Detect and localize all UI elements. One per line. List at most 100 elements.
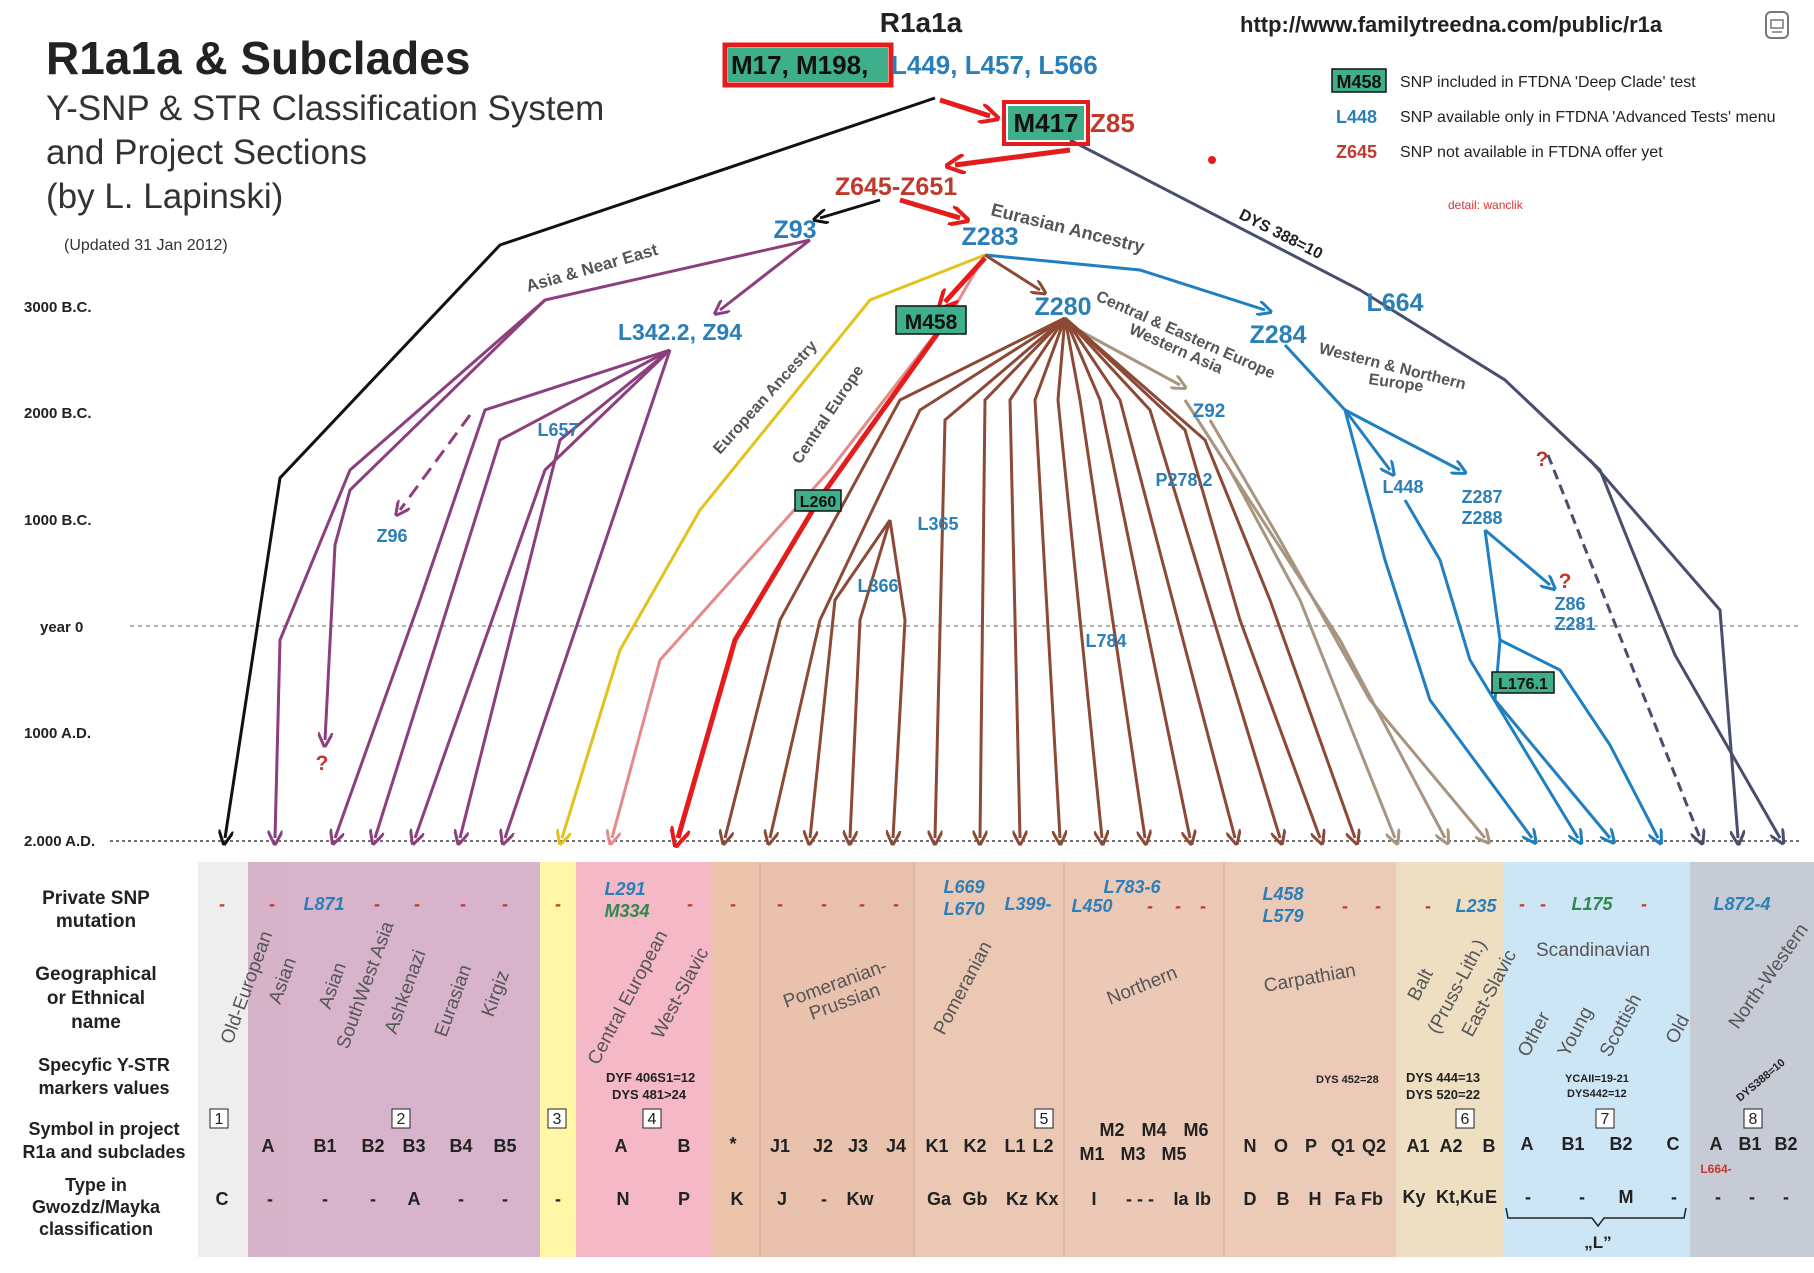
type: I xyxy=(1091,1189,1096,1209)
snp-dash: - xyxy=(1540,894,1546,914)
symbol: A xyxy=(1521,1134,1534,1154)
fan-14 xyxy=(1063,316,1320,838)
node-l657: L657 xyxy=(537,420,578,440)
m417-red-frame xyxy=(1002,100,1090,146)
red-z645-to-z283 xyxy=(899,197,960,218)
snp-dash: - xyxy=(730,894,736,914)
branch-z283-to-z280 xyxy=(984,253,1040,290)
type: Ib xyxy=(1195,1189,1211,1209)
branch-z96 xyxy=(400,414,472,510)
column-section8 xyxy=(1690,862,1814,1257)
type: - xyxy=(322,1189,328,1209)
node-z284: Z284 xyxy=(1250,321,1307,349)
node-p278: P278.2 xyxy=(1155,470,1212,490)
branch-l342-b xyxy=(375,348,671,838)
snp-dash: - xyxy=(821,894,827,914)
legend-code-advanced: L448 xyxy=(1336,107,1377,127)
root-snp-rest: L449, L457, L566 xyxy=(891,50,1098,80)
print-icon[interactable] xyxy=(1765,11,1789,39)
section-number-2: 2 xyxy=(397,1111,406,1128)
z645-split xyxy=(820,198,881,218)
symbol: A xyxy=(262,1136,275,1156)
symbol: B2 xyxy=(1774,1134,1797,1154)
snp-dash: - xyxy=(1519,894,1525,914)
root-snp-boxed: M17, M198, xyxy=(731,50,868,80)
fan-1 xyxy=(770,316,1066,838)
snp-dash: - xyxy=(502,894,508,914)
snp-dash: - xyxy=(687,894,693,914)
snp-dash: - xyxy=(777,894,783,914)
time-2000ad: 2.000 A.D. xyxy=(24,833,95,850)
symbol: B5 xyxy=(493,1136,516,1156)
branch-l448 xyxy=(1403,499,1578,838)
row-label-private-snp-1: Private SNP xyxy=(42,888,150,909)
time-year0: year 0 xyxy=(40,619,83,636)
fan-2 xyxy=(810,519,892,838)
snp-dash: - xyxy=(374,894,380,914)
branch-z287 xyxy=(1484,528,1550,585)
highlighted-path xyxy=(678,97,1071,838)
symbol: M2 xyxy=(1099,1120,1124,1140)
fan-5 xyxy=(935,316,1066,838)
type: A xyxy=(408,1189,421,1209)
branch-l664-north-western xyxy=(1588,459,1738,838)
legend: M458 SNP included in FTDNA 'Deep Clade' … xyxy=(1331,68,1775,162)
section-number-3: 3 xyxy=(553,1111,562,1128)
symbol: A1 xyxy=(1406,1136,1429,1156)
type: Kx xyxy=(1035,1189,1058,1209)
column-section5e xyxy=(1224,862,1396,1257)
fan-13 xyxy=(1063,316,1280,838)
red-m458-to-l260 xyxy=(678,328,943,838)
column-section5a xyxy=(712,862,760,1257)
scandinavian-bracket xyxy=(1505,1207,1687,1228)
branch-l176-b xyxy=(1493,639,1610,838)
symbol: M6 xyxy=(1183,1120,1208,1140)
section-number-5: 5 xyxy=(1040,1111,1049,1128)
question-l664: ? xyxy=(1536,448,1549,471)
column-section4 xyxy=(576,862,712,1257)
type: - - - xyxy=(1126,1189,1154,1209)
symbol: A xyxy=(615,1136,628,1156)
branch-l342-e xyxy=(505,349,672,838)
type: - xyxy=(1525,1187,1531,1207)
symbol: M4 xyxy=(1141,1120,1166,1140)
branch-asian xyxy=(275,298,546,838)
symbol: * xyxy=(729,1134,736,1154)
snp-l579: L579 xyxy=(1262,906,1303,926)
snp-l458: L458 xyxy=(1262,884,1303,904)
type: - xyxy=(267,1189,273,1209)
snp-dash: - xyxy=(1375,896,1381,916)
str-ycaii: YCAII=19-21 xyxy=(1565,1073,1629,1085)
type: H xyxy=(1309,1189,1322,1209)
fan-15 xyxy=(1064,316,1355,838)
fan-9 xyxy=(1056,317,1102,838)
column-section5b xyxy=(760,862,914,1257)
diagram-subtitle-line-2: and Project Sections xyxy=(46,133,367,172)
diagram-title: R1a1a & Subclades xyxy=(46,32,470,84)
diagram-subtitle-line-3: (by L. Lapinski) xyxy=(46,177,283,216)
geo-scandinavian: Scandinavian xyxy=(1536,940,1650,961)
m417-highlight xyxy=(1008,106,1084,140)
legend-text-deep-clade: SNP included in FTDNA 'Deep Clade' test xyxy=(1400,74,1696,91)
legend-code-not-available: Z645 xyxy=(1336,142,1377,162)
str-dys444: DYS 444=13 xyxy=(1406,1070,1480,1085)
fan-8 xyxy=(1033,317,1065,838)
snp-dash: - xyxy=(1641,894,1647,914)
red-root-to-m417 xyxy=(939,97,990,116)
snp-dash: - xyxy=(1175,896,1181,916)
row-label-private-snp-2: mutation xyxy=(56,911,136,932)
node-z280: Z280 xyxy=(1035,293,1092,321)
question-z287: ? xyxy=(1559,570,1572,593)
type: - xyxy=(1579,1187,1585,1207)
column-section2 xyxy=(290,862,540,1257)
type: E xyxy=(1485,1187,1497,1207)
snp-dash: - xyxy=(414,894,420,914)
symbol: B xyxy=(1483,1136,1496,1156)
snp-dash: - xyxy=(1147,896,1153,916)
time-2000bc: 2000 B.C. xyxy=(24,405,92,422)
snp-m334: M334 xyxy=(604,901,649,921)
snp-l871: L871 xyxy=(303,894,344,914)
type: Ky xyxy=(1402,1187,1425,1207)
symbol: J2 xyxy=(813,1136,833,1156)
snp-l872-4: L872-4 xyxy=(1713,894,1770,914)
